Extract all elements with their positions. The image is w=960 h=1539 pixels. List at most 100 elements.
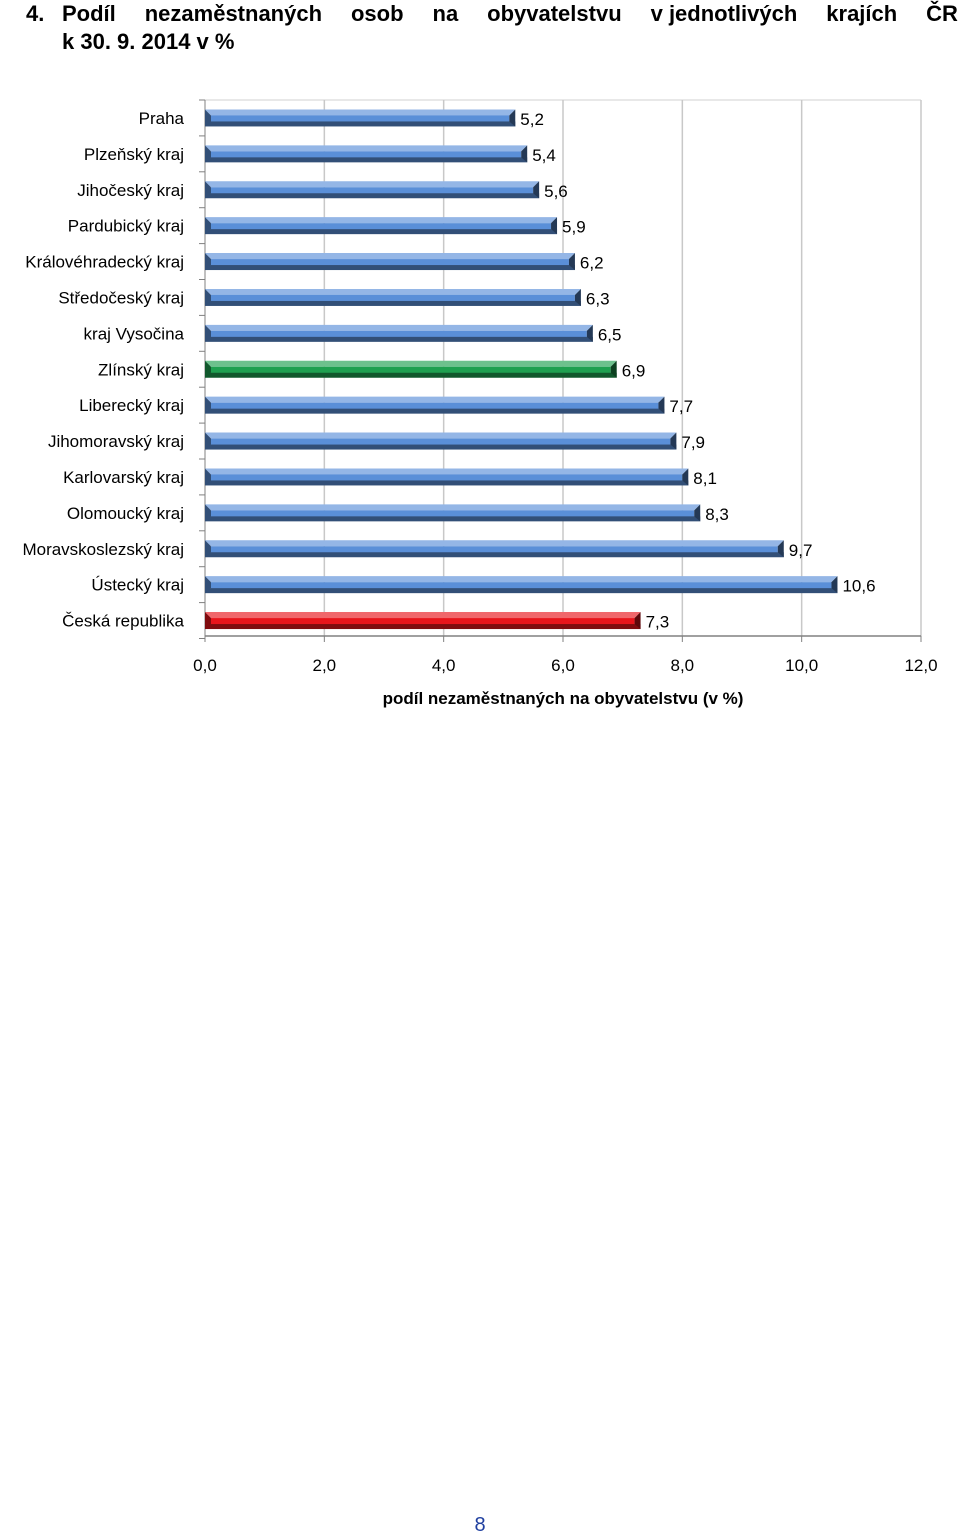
bar-top-face [205,217,558,224]
data-label: 8,1 [693,469,717,488]
heading-word: obyvatelstvu [487,1,622,26]
data-label: 6,3 [586,289,610,308]
bar-end-face [551,217,558,235]
bar [211,438,671,446]
bar-left-face [205,360,211,378]
bar-left-face [205,468,211,486]
bar-bottom-face [205,372,617,378]
heading-word: na [432,1,459,26]
data-label: 5,9 [562,218,586,237]
heading-line-2: k 30. 9. 2014 v % [62,29,235,54]
bar-left-face [205,288,211,306]
category-label: Pardubický kraj [68,217,184,236]
chart-heading: 4. Podíl nezaměstnaných osob na obyvatel… [26,0,958,56]
heading-line-1: 4. Podíl nezaměstnaných osob na obyvatel… [26,0,958,28]
bar [211,330,587,338]
bar-top-face [205,288,581,295]
category-label: kraj Vysočina [84,324,185,343]
bar-bottom-face [205,444,677,450]
data-label: 5,2 [520,110,544,129]
bar [211,187,534,195]
category-label: Zlínský kraj [98,360,184,379]
bar-end-face [831,576,838,594]
bar-end-face [658,396,665,414]
bar-left-face [205,145,211,163]
bar [211,402,659,410]
x-tick-label: 6,0 [551,656,575,675]
x-tick-label: 12,0 [904,656,937,675]
bar-left-face [205,181,211,199]
category-label: Ústecký kraj [91,576,184,595]
heading-number: 4. [26,1,45,26]
bar-bottom-face [205,480,689,486]
bar-bottom-face [205,624,641,630]
bar-end-face [574,288,581,306]
category-label: Česká republika [62,612,184,631]
data-label: 7,9 [681,433,705,452]
bar [211,223,552,231]
bar-end-face [777,540,784,558]
x-tick-label: 2,0 [313,656,337,675]
bar-left-face [205,432,211,450]
data-label: 6,9 [622,361,646,380]
heading-word: nezaměstnaných [144,1,323,26]
x-tick-label: 4,0 [432,656,456,675]
bar-left-face [205,612,211,630]
bar-bottom-face [205,336,593,342]
bar-left-face [205,253,211,271]
bar-bottom-face [205,588,838,594]
bar-top-face [205,576,838,583]
category-label: Olomoucký kraj [67,504,184,523]
category-label: Plzeňský kraj [84,145,184,164]
bar [211,115,510,123]
bar-end-face [634,612,641,630]
bar-left-face [205,540,211,558]
bar-top-face [205,109,516,116]
bar [211,151,522,159]
bar-end-face [533,181,540,199]
x-axis-title: podíl nezaměstnaných na obyvatelstvu (v … [383,689,744,708]
bar-bottom-face [205,552,784,558]
data-label: 7,7 [669,397,693,416]
data-label: 8,3 [705,505,729,524]
category-label: Moravskoslezský kraj [22,540,184,559]
bar-end-face [694,504,701,522]
data-label: 6,2 [580,254,604,273]
bar [211,618,635,626]
bar-end-face [682,468,689,486]
data-label: 5,6 [544,182,568,201]
bar-top-face [205,540,784,547]
bar-bottom-face [205,516,701,522]
bar-end-face [521,145,528,163]
bar-top-face [205,396,665,403]
bar [211,510,695,518]
bar-top-face [205,181,540,188]
bar-bottom-face [205,157,528,163]
bar-left-face [205,217,211,235]
data-label: 9,7 [789,541,813,560]
heading-word: v jednotlivých [650,1,798,26]
bar-top-face [205,468,689,475]
bar [211,474,683,482]
bar-end-face [670,432,677,450]
category-label: Karlovarský kraj [63,468,184,487]
bar-left-face [205,109,211,127]
bar-bottom-face [205,121,516,127]
category-label: Středočeský kraj [58,288,184,307]
bar-left-face [205,324,211,342]
bar-top-face [205,145,528,152]
bar [211,366,611,374]
category-label: Praha [139,109,185,128]
page-number: 8 [474,1514,486,1536]
bar [211,259,569,267]
bar-top-face [205,432,677,439]
x-tick-label: 10,0 [785,656,818,675]
bar-end-face [568,253,575,271]
bar-top-face [205,360,617,367]
bar-bottom-face [205,408,665,414]
data-label: 10,6 [842,577,875,596]
bar-end-face [509,109,516,127]
heading-word: Podíl [62,1,116,26]
data-label: 5,4 [532,146,556,165]
bar-top-face [205,612,641,619]
